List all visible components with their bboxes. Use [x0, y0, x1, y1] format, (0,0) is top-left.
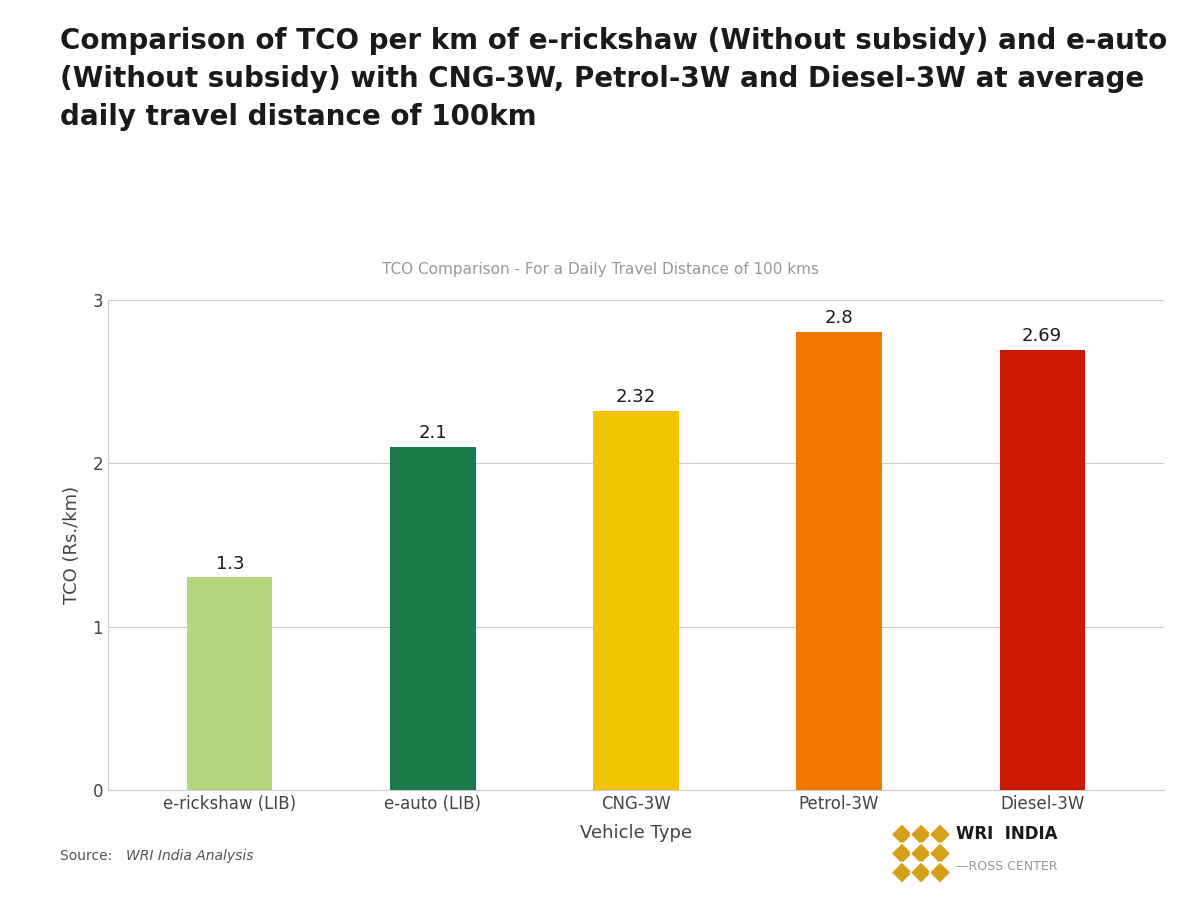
Text: Source:: Source:: [60, 849, 116, 863]
Text: —ROSS CENTER: —ROSS CENTER: [956, 861, 1058, 873]
Y-axis label: TCO (Rs./km): TCO (Rs./km): [64, 486, 82, 604]
Polygon shape: [929, 862, 950, 883]
Polygon shape: [929, 824, 950, 845]
Bar: [390, 447, 475, 790]
Text: 2.8: 2.8: [824, 310, 853, 328]
Text: 1.3: 1.3: [216, 555, 244, 573]
Text: TCO Comparison - For a Daily Travel Distance of 100 kms: TCO Comparison - For a Daily Travel Dist…: [382, 262, 818, 277]
Text: WRI India Analysis: WRI India Analysis: [126, 849, 253, 863]
Polygon shape: [910, 824, 932, 845]
Text: 2.32: 2.32: [616, 388, 656, 406]
Bar: [593, 410, 679, 790]
Polygon shape: [892, 843, 913, 864]
Polygon shape: [929, 843, 950, 864]
Bar: [797, 332, 882, 790]
Text: Comparison of TCO per km of e-rickshaw (Without subsidy) and e-auto
(Without sub: Comparison of TCO per km of e-rickshaw (…: [60, 27, 1168, 131]
Bar: [1000, 350, 1085, 790]
Text: 2.69: 2.69: [1022, 328, 1062, 345]
Text: WRI  INDIA: WRI INDIA: [956, 824, 1058, 843]
Polygon shape: [892, 824, 913, 845]
Bar: [187, 577, 272, 790]
Polygon shape: [910, 843, 932, 864]
Polygon shape: [892, 862, 913, 883]
X-axis label: Vehicle Type: Vehicle Type: [580, 824, 692, 842]
Text: 2.1: 2.1: [419, 424, 448, 442]
Polygon shape: [910, 862, 932, 883]
